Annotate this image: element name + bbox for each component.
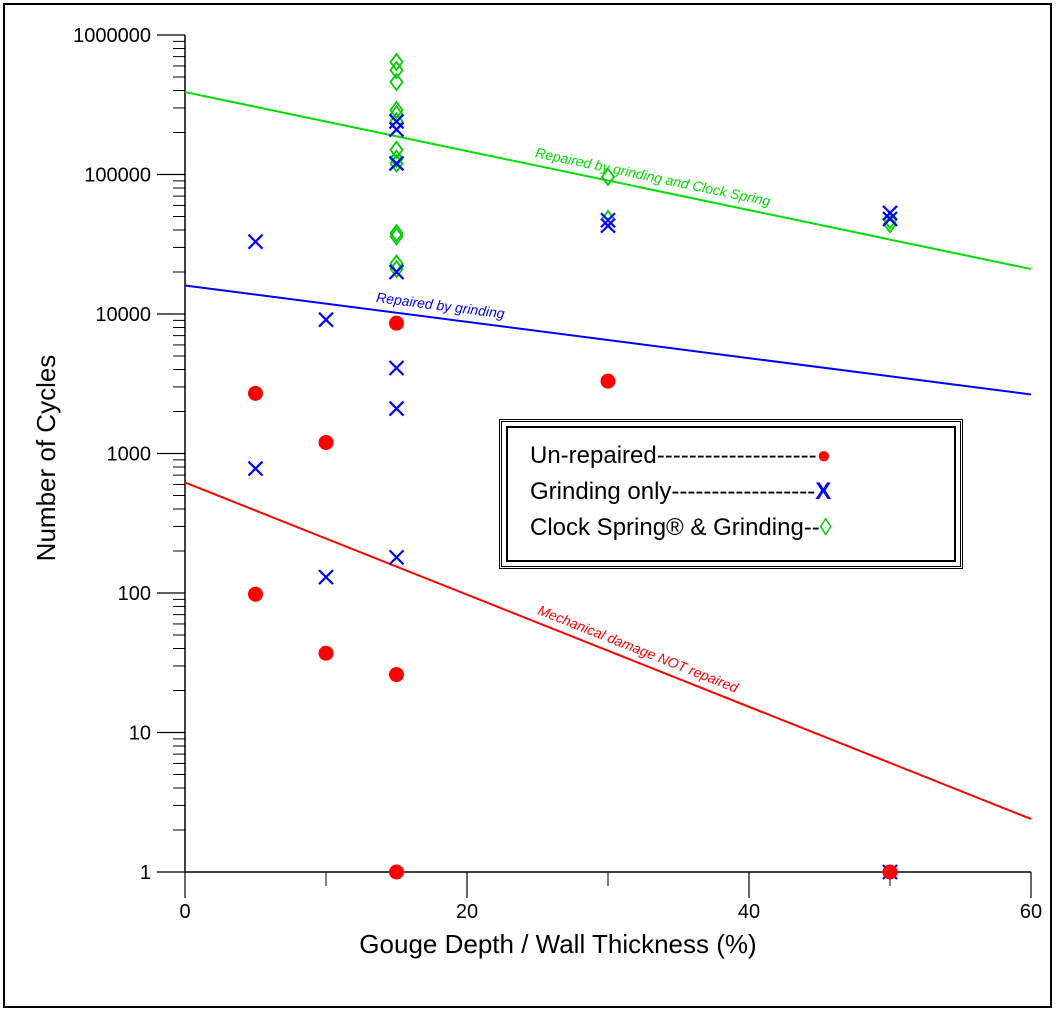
point-grinding-stroke bbox=[388, 400, 405, 417]
point-grinding-stroke bbox=[318, 311, 334, 328]
legend-marker-x: X bbox=[815, 478, 832, 505]
legend-label-clockspring: Clock Spring® & Grinding-- bbox=[530, 514, 820, 541]
point-unrepaired bbox=[600, 373, 616, 389]
fit-line bbox=[184, 91, 1032, 271]
legend-label-grinding: Grinding only------------------ bbox=[530, 478, 816, 505]
y-tick-label: 10 bbox=[129, 723, 151, 745]
point-grinding bbox=[600, 212, 616, 229]
point-clockspring bbox=[389, 226, 404, 246]
fit-line-label: Repaired by grinding and Clock Spring bbox=[534, 144, 772, 209]
point-grinding-stroke bbox=[247, 233, 264, 250]
point-grinding bbox=[318, 569, 334, 585]
point-clockspring bbox=[389, 52, 404, 72]
point-grinding-stroke bbox=[882, 205, 898, 221]
point-grinding bbox=[247, 233, 264, 250]
point-clockspring bbox=[389, 140, 404, 160]
legend-marker-circle: ● bbox=[816, 442, 832, 469]
point-grinding-stroke bbox=[882, 211, 898, 227]
point-unrepaired bbox=[389, 864, 404, 880]
point-unrepaired bbox=[389, 667, 404, 683]
point-clockspring bbox=[389, 149, 404, 169]
point-grinding-stroke bbox=[388, 549, 405, 566]
point-grinding bbox=[882, 205, 898, 221]
point-grinding bbox=[318, 311, 334, 328]
point-clockspring bbox=[600, 167, 616, 187]
point-grinding-stroke bbox=[388, 264, 405, 280]
point-clockspring bbox=[389, 223, 404, 243]
point-clockspring bbox=[389, 259, 404, 279]
axes: 1 10 100 1000 10000 100000 1000000 0 20 40 60 bbox=[73, 25, 1042, 923]
y-tick-label: 100 bbox=[118, 583, 151, 605]
point-grinding bbox=[388, 549, 405, 566]
x-tick-label: 20 bbox=[456, 901, 478, 923]
fit-line bbox=[184, 284, 1032, 396]
point-grinding-stroke bbox=[318, 569, 334, 585]
x-tick-label: 60 bbox=[1020, 901, 1042, 923]
point-unrepaired bbox=[882, 864, 898, 880]
point-clockspring bbox=[389, 72, 404, 92]
point-unrepaired bbox=[389, 315, 404, 331]
chart-frame: 1 10 100 1000 10000 100000 1000000 0 20 40 60 Repa… bbox=[3, 3, 1052, 1008]
point-clockspring bbox=[389, 60, 404, 80]
y-tick-label: 10000 bbox=[95, 304, 151, 326]
x-tick-label: 40 bbox=[738, 901, 760, 923]
x-axis-title: Gouge Depth / Wall Thickness (%) bbox=[359, 929, 756, 959]
data-points bbox=[247, 52, 898, 880]
y-tick-label: 100000 bbox=[84, 165, 151, 187]
fit-line bbox=[184, 481, 1032, 820]
point-unrepaired bbox=[248, 586, 263, 602]
legend-item-grinding: Grinding only------------------X bbox=[530, 478, 831, 506]
point-grinding-stroke bbox=[247, 460, 264, 477]
point-grinding-stroke bbox=[388, 360, 405, 376]
fit-line-label: Mechanical damage NOT repaired bbox=[536, 602, 742, 696]
point-grinding bbox=[882, 211, 898, 227]
y-tick-label: 1000 bbox=[107, 444, 152, 466]
y-axis-title: Number of Cycles bbox=[31, 355, 61, 562]
legend-marker-diamond: ◊ bbox=[819, 514, 832, 541]
point-grinding bbox=[388, 400, 405, 417]
x-tick-label: 0 bbox=[179, 901, 190, 923]
point-unrepaired bbox=[318, 434, 334, 450]
point-unrepaired bbox=[318, 645, 334, 661]
chart-svg: 1 10 100 1000 10000 100000 1000000 0 20 40 60 Repa… bbox=[31, 25, 1042, 959]
legend: Un-repaired--------------------● Grindin… bbox=[499, 419, 963, 569]
point-grinding bbox=[600, 217, 616, 234]
point-grinding-stroke bbox=[388, 155, 405, 172]
point-grinding-stroke bbox=[600, 217, 616, 234]
point-clockspring bbox=[389, 100, 404, 120]
legend-item-clockspring: Clock Spring® & Grinding--◊ bbox=[530, 514, 832, 542]
y-tick-label: 1 bbox=[140, 862, 151, 884]
point-grinding bbox=[388, 155, 405, 172]
point-grinding bbox=[247, 460, 264, 477]
legend-label-unrepaired: Un-repaired-------------------- bbox=[530, 442, 817, 469]
point-grinding-stroke bbox=[600, 212, 616, 229]
point-grinding-stroke bbox=[388, 121, 405, 138]
point-grinding bbox=[388, 121, 405, 138]
point-grinding bbox=[388, 264, 405, 280]
y-tick-label: 1000000 bbox=[73, 25, 151, 47]
point-grinding bbox=[388, 360, 405, 376]
legend-item-unrepaired: Un-repaired--------------------● bbox=[530, 442, 831, 470]
point-unrepaired bbox=[248, 385, 263, 401]
